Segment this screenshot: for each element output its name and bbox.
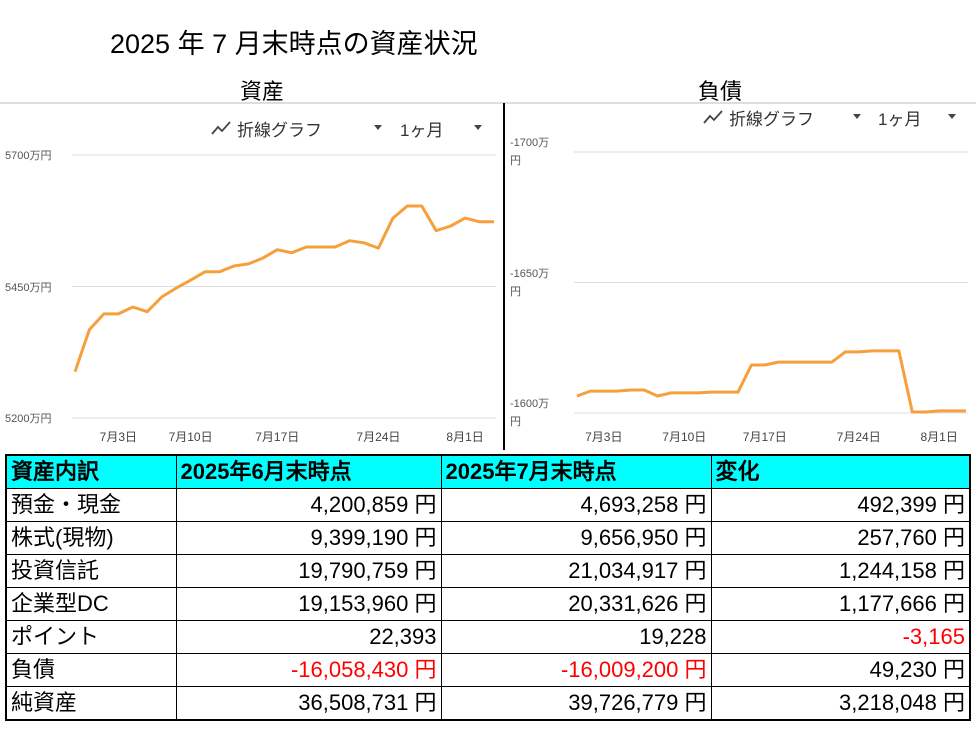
table-cell: 2025年6月末時点 <box>175 454 442 489</box>
table-cell: 19,228 <box>440 620 712 654</box>
x-tick-label: 7月17日 <box>255 430 300 444</box>
x-tick-label: 8月1日 <box>446 430 484 444</box>
table-cell: 負債 <box>5 653 177 687</box>
table-row: 負債 -16,058,430 円 -16,009,200 円 49,230 円 <box>5 653 971 687</box>
table-cell: 2025年7月末時点 <box>440 454 712 489</box>
chart-title: 負債 <box>697 79 743 104</box>
table-cell: 企業型DC <box>5 587 177 621</box>
dropdown-arrow[interactable] <box>853 114 861 119</box>
x-tick-label: 7月24日 <box>836 430 881 444</box>
table-cell: 9,399,190 円 <box>175 521 442 555</box>
table-cell: 492,399 円 <box>710 488 971 522</box>
table-cell: 39,726,779 円 <box>440 686 712 721</box>
table-cell: 49,230 円 <box>710 653 971 687</box>
x-tick-label: 7月3日 <box>99 430 138 444</box>
table-cell: 投資信託 <box>5 554 177 588</box>
table-cell: 1,244,158 円 <box>710 554 971 588</box>
table-cell: 変化 <box>710 454 971 489</box>
table-cell: 22,393 <box>175 620 442 654</box>
y-tick-label: -1700万円 <box>510 137 550 167</box>
x-tick-label: 8月1日 <box>920 430 958 444</box>
table-cell: 3,218,048 円 <box>710 686 971 721</box>
table-header: 資産内訳 2025年6月末時点 2025年7月末時点 変化 <box>5 454 971 489</box>
table-cell: 19,153,960 円 <box>175 587 442 621</box>
table-cell: 4,200,859 円 <box>175 488 442 522</box>
table-cell: -3,165 <box>710 620 971 654</box>
table-cell: 資産内訳 <box>5 454 177 489</box>
data-line <box>576 349 966 414</box>
y-tick-label: 5700万円 <box>5 150 52 162</box>
y-tick-label: 5200万円 <box>5 413 52 425</box>
table-row: ポイント 22,393 19,228 -3,165 <box>5 620 971 654</box>
table-cell: -16,009,200 円 <box>440 653 712 687</box>
table-row: 純資産 36,508,731 円 39,726,779 円 3,218,048 円 <box>5 686 971 721</box>
x-tick-label: 7月3日 <box>585 430 623 444</box>
data-line <box>73 204 494 373</box>
line-icon <box>211 121 231 135</box>
x-tick-label: 7月10日 <box>168 430 213 444</box>
line-icon <box>703 110 723 124</box>
table-cell: ポイント <box>5 620 177 654</box>
table-cell: 4,693,258 円 <box>440 488 712 522</box>
dropdown-arrow[interactable] <box>948 114 956 119</box>
charts <box>0 102 976 450</box>
table-row: 投資信託 19,790,759 円 21,034,917 円 1,244,158 円 <box>5 554 971 588</box>
table-cell: 19,790,759 円 <box>175 554 442 588</box>
page-title: 2025 年 7 月末時点の資産状況 <box>110 29 478 59</box>
chart-type-menu[interactable]: 折線グラフ <box>729 110 814 129</box>
period-menu[interactable]: 1ヶ月 <box>878 110 922 129</box>
table-row: 企業型DC 19,153,960 円 20,331,626 円 1,177,666 円 <box>5 587 971 621</box>
table-cell: 9,656,950 円 <box>440 521 712 555</box>
table-cell: 預金・現金 <box>5 488 177 522</box>
dropdown-arrow[interactable] <box>474 125 482 130</box>
chart-title: 資産 <box>239 79 285 104</box>
y-tick-label: -1650万円 <box>510 267 550 298</box>
period-menu[interactable]: 1ヶ月 <box>400 121 444 140</box>
table-row: 預金・現金 4,200,859 円 4,693,258 円 492,399 円 <box>5 488 971 522</box>
table-cell: 257,760 円 <box>710 521 971 555</box>
asset-table: 資産内訳 2025年6月末時点 2025年7月末時点 変化 預金・現金 4,200,859… <box>5 454 971 721</box>
chart-type-menu[interactable]: 折線グラフ <box>237 121 322 140</box>
table-cell: -16,058,430 円 <box>175 653 442 687</box>
x-tick-label: 7月10日 <box>662 430 707 444</box>
y-tick-label: -1600万円 <box>510 398 550 428</box>
x-tick-label: 7月17日 <box>742 430 787 444</box>
table-cell: 21,034,917 円 <box>440 554 712 588</box>
dropdown-arrow[interactable] <box>374 125 382 130</box>
x-tick-label: 7月24日 <box>356 430 401 444</box>
table-cell: 36,508,731 円 <box>175 686 442 721</box>
table-cell: 20,331,626 円 <box>440 587 712 621</box>
table-cell: 株式(現物) <box>5 521 177 555</box>
table-cell: 1,177,666 円 <box>710 587 971 621</box>
y-tick-label: 5450万円 <box>5 281 52 294</box>
table-row: 株式(現物) 9,399,190 円 9,656,950 円 257,760 円 <box>5 521 971 555</box>
table-cell: 純資産 <box>5 686 177 721</box>
